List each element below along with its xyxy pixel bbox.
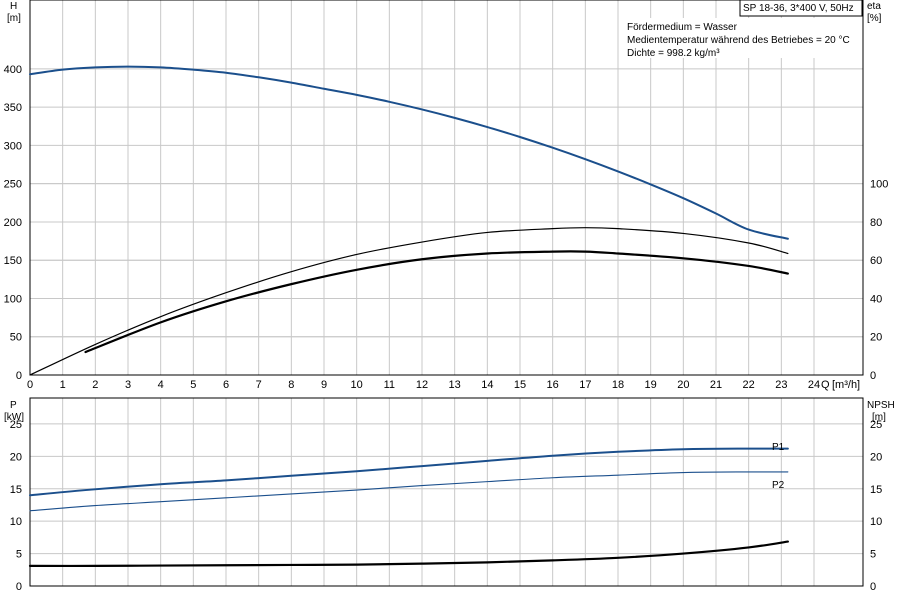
x-tick-label: 4 [158, 379, 164, 391]
bottom-right-tick-label: 0 [870, 581, 876, 593]
bottom-left-tick-label: 15 [10, 484, 22, 496]
note-temperature: Medientemperatur während des Betriebes =… [627, 35, 850, 46]
x-axis-unit: [m³/h] [832, 379, 860, 391]
x-tick-label: 3 [125, 379, 131, 391]
note-medium: Fördermedium = Wasser [627, 22, 738, 33]
bottom-right-tick-label: 5 [870, 549, 876, 561]
bottom-left-tick-label: 20 [10, 451, 22, 463]
top-left-axis-name: H [10, 1, 17, 12]
top-left-axis-unit: [m] [7, 13, 21, 24]
top-panel-grid [29, 0, 863, 376]
bottom-left-tick-label: 5 [16, 549, 22, 561]
top-left-tick-label: 0 [16, 370, 22, 382]
eta-curve-thin [29, 227, 789, 376]
top-panel-curves [29, 65, 789, 376]
top-left-tick-labels: 0 50 100 150 200 250 300 350 400 [4, 64, 22, 382]
x-tick-label: 23 [775, 379, 787, 391]
top-right-tick-label: 80 [870, 217, 882, 229]
top-left-tick-label: 400 [4, 64, 22, 76]
x-tick-label: 24 [808, 379, 820, 391]
top-right-tick-label: 60 [870, 255, 882, 267]
bottom-panel-curves [28, 447, 789, 568]
top-right-axis-unit: [%] [867, 13, 882, 24]
x-tick-label: 14 [481, 379, 493, 391]
x-tick-label: 10 [351, 379, 363, 391]
bottom-left-tick-labels: 0 5 10 15 20 25 [10, 419, 22, 593]
x-tick-label: 2 [92, 379, 98, 391]
top-right-tick-label: 20 [870, 332, 882, 344]
top-right-tick-label: 0 [870, 370, 876, 382]
x-tick-label: 21 [710, 379, 722, 391]
bottom-right-axis-unit: [m] [872, 412, 886, 423]
bottom-right-tick-labels: 0 5 10 15 20 25 [870, 419, 882, 593]
top-left-tick-label: 150 [4, 255, 22, 267]
x-tick-label: 19 [645, 379, 657, 391]
x-axis-name: Q [821, 379, 830, 391]
bottom-left-axis-unit: [kW] [4, 412, 24, 423]
top-right-axis-name: eta [867, 1, 881, 12]
notes-background [624, 18, 860, 58]
bottom-panel-grid [29, 398, 863, 587]
bottom-left-tick-label: 10 [10, 516, 22, 528]
x-tick-label: 22 [743, 379, 755, 391]
x-tick-label: 7 [256, 379, 262, 391]
bottom-left-axis-name: P [10, 400, 17, 411]
x-tick-label: 1 [60, 379, 66, 391]
x-tick-label: 12 [416, 379, 428, 391]
x-tick-label: 15 [514, 379, 526, 391]
x-tick-label: 20 [677, 379, 689, 391]
x-tick-label: 13 [449, 379, 461, 391]
bottom-right-tick-label: 10 [870, 516, 882, 528]
x-tick-label: 11 [384, 379, 395, 391]
top-right-tick-label: 40 [870, 293, 882, 305]
top-left-tick-label: 350 [4, 102, 22, 114]
header-box-frame [739, 0, 863, 17]
x-tick-label: 5 [190, 379, 196, 391]
bottom-right-tick-label: 15 [870, 484, 882, 496]
series-label-p2: P2 [772, 480, 785, 491]
x-tick-label: 6 [223, 379, 229, 391]
x-tick-label: 0 [27, 379, 33, 391]
top-left-tick-label: 300 [4, 140, 22, 152]
top-right-tick-labels: 0 20 40 60 80 100 [870, 179, 888, 382]
series-label-p1: P1 [772, 442, 785, 453]
p2-curve [29, 471, 789, 512]
top-left-tick-label: 250 [4, 179, 22, 191]
bottom-left-tick-label: 25 [10, 419, 22, 431]
bottom-right-tick-label: 20 [870, 451, 882, 463]
bottom-right-tick-label: 25 [870, 419, 882, 431]
top-left-tick-label: 200 [4, 217, 22, 229]
x-tick-label: 8 [288, 379, 294, 391]
eta-curve-bold [84, 250, 789, 354]
bottom-right-axis-name: NPSH [867, 400, 895, 411]
top-right-tick-label: 100 [870, 179, 888, 191]
x-tick-label: 17 [579, 379, 591, 391]
npsh-curve [28, 540, 789, 568]
x-tick-label: 16 [547, 379, 559, 391]
p1-curve [29, 447, 789, 497]
top-left-tick-label: 50 [10, 332, 22, 344]
bottom-left-tick-label: 0 [16, 581, 22, 593]
top-left-tick-label: 100 [4, 293, 22, 305]
note-density: Dichte = 998.2 kg/m³ [627, 48, 720, 59]
head-curve [29, 65, 789, 240]
bottom-panel-frame [29, 397, 864, 587]
x-tick-labels: 0 1 2 3 4 5 6 7 8 9 10 11 12 13 14 15 16 17 18 19 20 21 22 23 24 [27, 379, 820, 391]
top-panel-frame [29, 0, 864, 376]
x-tick-label: 9 [321, 379, 327, 391]
header-box: SP 18-36, 3*400 V, 50Hz [743, 3, 854, 14]
x-tick-label: 18 [612, 379, 624, 391]
